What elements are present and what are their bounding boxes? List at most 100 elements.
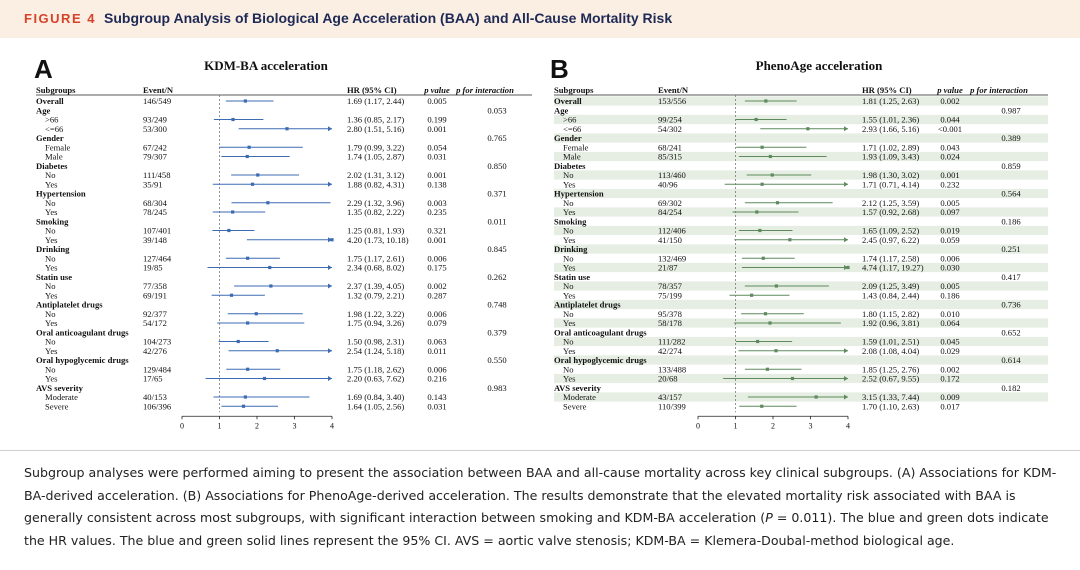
p-value: 0.002 (940, 364, 959, 374)
event-n: 75/199 (658, 290, 682, 300)
panel-b-title: PhenoAge acceleration (755, 58, 883, 73)
p-value: 0.079 (427, 318, 446, 328)
hr-ci-text: 1.71 (1.02, 2.89) (862, 142, 919, 152)
p-value: 0.005 (427, 96, 446, 106)
hr-ci-text: 1.35 (0.82, 2.22) (347, 207, 404, 217)
hr-point (246, 321, 250, 325)
p-value: 0.235 (427, 207, 446, 217)
p-value: 0.024 (940, 152, 960, 162)
caption-part-1: Subgroup analyses were performed aiming … (24, 465, 1057, 525)
hr-ci-text: 2.34 (0.68, 8.02) (347, 263, 404, 273)
x-tick-label: 3 (293, 421, 297, 430)
hr-point (790, 376, 795, 381)
hr-point (243, 99, 247, 103)
hr-point (760, 404, 764, 408)
p-value: 0.005 (940, 198, 959, 208)
p-interaction: 0.736 (1001, 300, 1021, 310)
event-n: 153/556 (658, 96, 687, 106)
group-label: Hypertension (36, 189, 86, 199)
hr-point (770, 173, 774, 177)
subgroup-label: No (45, 226, 56, 236)
subgroup-label: No (563, 364, 574, 374)
event-n: 78/357 (658, 281, 683, 291)
subgroup-label: Yes (45, 290, 58, 300)
event-n: 133/488 (658, 364, 686, 374)
col-header-subgroups: Subgroups (36, 85, 76, 95)
subgroup-label: No (45, 364, 56, 374)
row-band (554, 114, 1048, 125)
p-interaction: 0.748 (487, 300, 506, 310)
figure-caption: Subgroup analyses were performed aiming … (24, 462, 1060, 552)
hr-point (231, 117, 235, 122)
group-label: Age (36, 105, 51, 115)
p-value: 0.143 (427, 392, 446, 402)
x-tick-label: 1 (218, 421, 222, 430)
hr-point (775, 201, 780, 205)
p-interaction: 0.182 (1001, 383, 1020, 393)
event-n: 42/274 (658, 346, 683, 356)
p-value: 0.031 (427, 152, 446, 162)
event-n: 78/245 (143, 207, 167, 217)
hr-ci-text: 1.98 (1.30, 3.02) (862, 170, 919, 180)
hr-ci-text: 1.69 (0.84, 3.40) (347, 392, 404, 402)
p-value: 0.232 (940, 179, 959, 189)
event-n: 17/65 (143, 374, 163, 384)
panel-a-kdm-ba: A KDM-BA acceleration Subgroups Event/N HR… (0, 50, 540, 445)
p-value: 0.001 (427, 170, 446, 180)
hr-ci-text: 1.55 (1.01, 2.36) (862, 115, 919, 125)
hr-point (246, 367, 250, 371)
p-value: 0.321 (427, 226, 446, 236)
hr-ci-text: 1.43 (0.84, 2.44) (862, 290, 919, 300)
hr-ci-text: 1.92 (0.96, 3.81) (862, 318, 919, 328)
group-label: Antiplatelet drugs (554, 300, 621, 310)
group-label: Diabetes (554, 161, 586, 171)
group-label: Statin use (554, 272, 590, 282)
p-interaction: 0.011 (487, 216, 506, 226)
group-label: Smoking (36, 216, 69, 226)
event-n: 40/153 (143, 392, 167, 402)
hr-ci-text: 2.52 (0.67, 9.55) (862, 374, 919, 384)
p-value: 0.005 (940, 281, 959, 291)
ci-arrow (328, 181, 332, 187)
group-label: Overall (554, 96, 582, 106)
figure-header: FIGURE 4 Subgroup Analysis of Biological… (0, 0, 1080, 38)
hr-ci-text: 1.69 (1.17, 2.44) (347, 96, 404, 106)
hr-ci-text: 2.45 (0.97, 6.22) (862, 235, 919, 245)
hr-point (241, 404, 246, 408)
hr-ci-text: 1.88 (0.82, 4.31) (347, 179, 404, 189)
p-value: 0.009 (940, 392, 959, 402)
subgroup-label: No (45, 170, 56, 180)
p-value: 0.019 (940, 226, 959, 236)
subgroup-label: No (563, 226, 574, 236)
group-label: Overall (36, 96, 64, 106)
hr-point (285, 127, 289, 131)
group-label: Age (554, 105, 569, 115)
hr-ci-text: 1.75 (0.94, 3.26) (347, 318, 404, 328)
hr-ci-text: 1.59 (1.01, 2.51) (862, 337, 919, 347)
ci-arrow (328, 348, 332, 354)
group-label: Smoking (554, 216, 587, 226)
forest-plot-a: Subgroups Event/N HR (95% CI) p value p for … (36, 85, 532, 430)
subgroup-label: Female (45, 142, 70, 152)
p-interaction: 0.262 (487, 272, 506, 282)
event-n: 95/378 (658, 309, 682, 319)
event-n: 129/484 (143, 364, 172, 374)
hr-point (262, 376, 267, 381)
p-value: 0.001 (427, 235, 446, 245)
hr-ci-text: 2.09 (1.25, 3.49) (862, 281, 919, 291)
hr-point (246, 256, 250, 260)
hr-point (269, 284, 273, 288)
p-interaction: 0.371 (487, 189, 506, 199)
p-interaction: 0.186 (1001, 216, 1021, 226)
p-value: 0.011 (427, 346, 446, 356)
hr-point (814, 395, 818, 399)
hr-ci-text: 1.32 (0.79, 2.21) (347, 290, 404, 300)
hr-ci-text: 1.80 (1.15, 2.82) (862, 309, 919, 319)
subgroup-label: No (563, 170, 574, 180)
hr-point (268, 265, 272, 270)
p-value: 0.029 (940, 346, 959, 356)
hr-ci-text: 2.93 (1.66, 5.16) (862, 124, 919, 134)
hr-point (254, 312, 258, 316)
hr-ci-text: 1.75 (1.18, 2.62) (347, 364, 404, 374)
hr-ci-text: 1.50 (0.98, 2.31) (347, 337, 404, 347)
